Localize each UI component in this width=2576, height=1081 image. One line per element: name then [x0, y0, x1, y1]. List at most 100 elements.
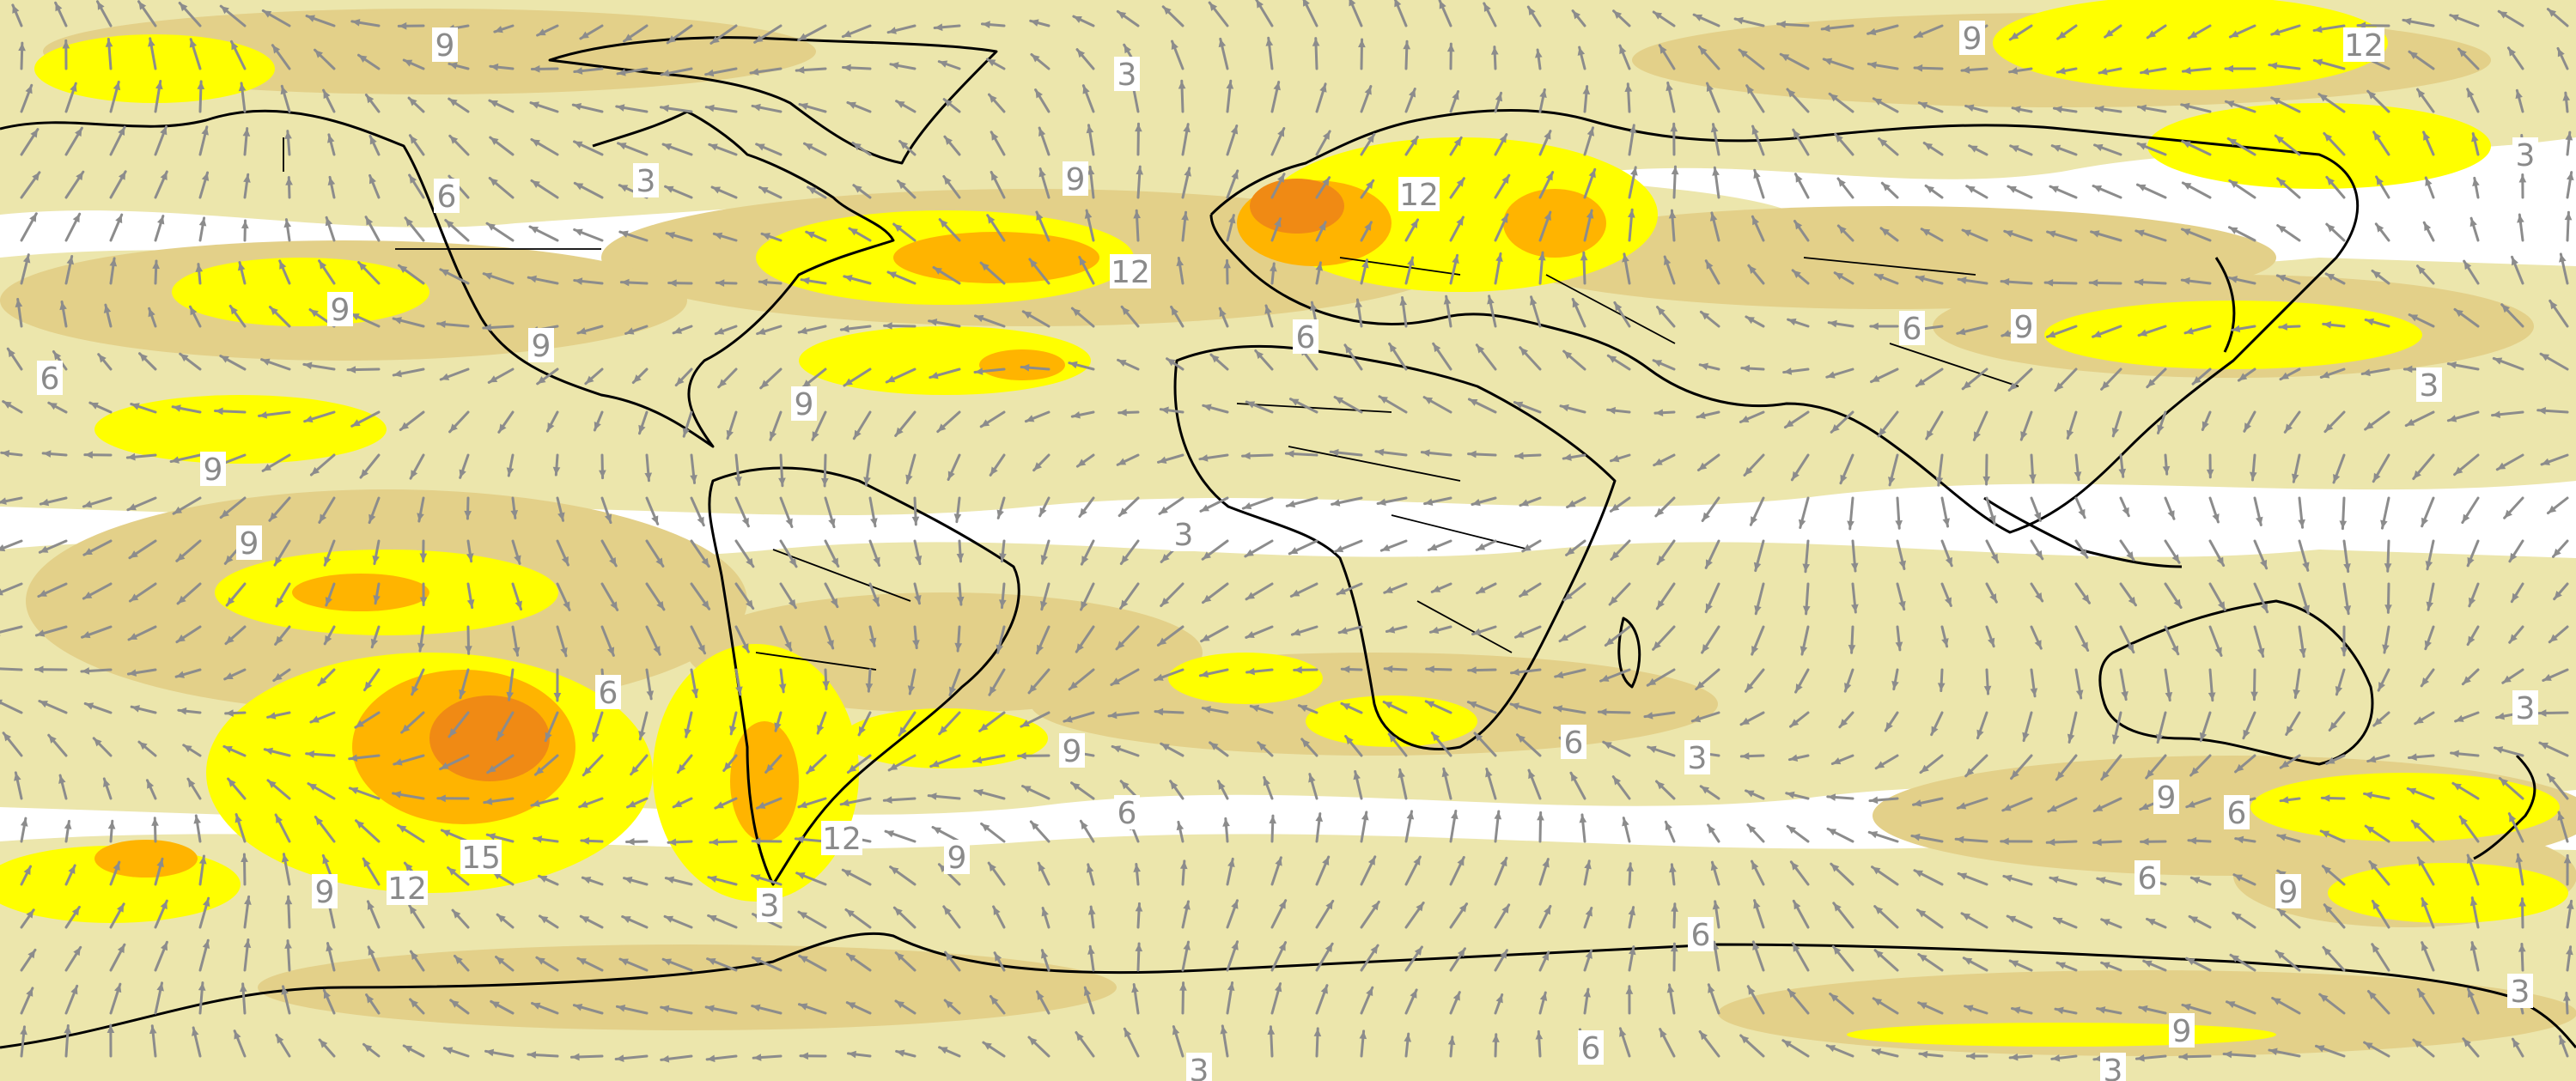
- wind-arrow: [1270, 127, 1286, 156]
- wind-arrow: [2322, 945, 2346, 972]
- contour-label-text: 3: [1190, 1054, 1209, 1081]
- wind-arrow: [1582, 85, 1591, 113]
- wind-arrow: [615, 1005, 649, 1015]
- wind-arrow: [103, 303, 113, 328]
- wind-arrow: [1836, 177, 1854, 199]
- wind-arrow: [448, 711, 470, 738]
- wind-arrow: [2006, 914, 2033, 929]
- contour-label: 3: [757, 888, 783, 924]
- wind-arrow: [1080, 539, 1095, 566]
- wind-arrow: [1030, 52, 1050, 70]
- wind-arrow: [107, 1023, 115, 1058]
- wind-arrow: [2228, 179, 2256, 199]
- wind-arrow: [1208, 1, 1229, 27]
- wind-arrow: [1618, 44, 1631, 70]
- wind-arrow: [841, 868, 872, 886]
- wind-arrow: [1710, 123, 1720, 156]
- wind-arrow: [1647, 745, 1676, 757]
- wind-arrow: [2136, 142, 2167, 156]
- wind-arrow: [600, 582, 619, 611]
- wind-arrow: [1826, 793, 1854, 801]
- wind-arrow: [1653, 409, 1676, 417]
- wind-arrow: [261, 9, 291, 27]
- wind-arrow: [2229, 953, 2256, 972]
- wind-arrow: [795, 66, 827, 74]
- wind-arrow: [1340, 665, 1363, 673]
- wind-arrow: [1538, 210, 1552, 242]
- wind-arrow: [2566, 171, 2574, 199]
- wind-arrow: [1265, 36, 1274, 70]
- wind-arrow: [1888, 453, 1899, 487]
- wind-arrow: [1558, 625, 1586, 643]
- contour-label: 9: [2169, 1013, 2195, 1049]
- wind-arrow: [1707, 823, 1720, 843]
- wind-arrow: [224, 709, 247, 717]
- wind-arrow: [1964, 754, 1988, 778]
- wind-arrow: [1583, 949, 1593, 972]
- wind-arrow: [1315, 899, 1335, 929]
- new-zealand-coast: [2473, 754, 2536, 860]
- wind-arrow: [1610, 539, 1631, 562]
- wind-arrow: [258, 410, 291, 419]
- wind-arrow: [1494, 173, 1511, 199]
- wind-arrow: [137, 0, 157, 27]
- wind-arrow: [751, 956, 783, 972]
- wind-arrow: [1733, 16, 1765, 27]
- wind-arrow: [1961, 228, 1988, 242]
- wind-arrow: [1297, 704, 1318, 714]
- wind-arrow: [1827, 319, 1854, 328]
- wind-arrow: [2556, 46, 2569, 70]
- wind-arrow: [690, 668, 699, 699]
- wind-arrow: [987, 93, 1006, 113]
- wind-arrow: [1744, 668, 1765, 693]
- wind-arrow: [1038, 167, 1050, 199]
- wind-arrow: [399, 410, 425, 432]
- wind-arrow: [151, 817, 159, 843]
- wind-arrow: [2422, 131, 2435, 156]
- wind-arrow: [1494, 856, 1508, 886]
- wind-arrow: [318, 496, 336, 524]
- wind-arrow: [1608, 582, 1631, 606]
- contour-label-text: 9: [240, 526, 259, 562]
- wind-arrow: [402, 58, 425, 70]
- wind-arrow: [1822, 58, 1854, 70]
- wind-arrow: [1913, 24, 1944, 39]
- wind-arrow: [484, 1048, 515, 1058]
- wind-arrow: [20, 908, 35, 929]
- wind-arrow: [2092, 838, 2122, 847]
- wind-arrow: [2422, 221, 2435, 242]
- wind-arrow: [506, 453, 515, 477]
- wind-arrow: [2366, 89, 2390, 113]
- wind-arrow: [272, 668, 291, 683]
- wind-arrow: [2563, 853, 2572, 886]
- wind-arrow: [1709, 211, 1720, 242]
- wind-arrow: [1223, 258, 1232, 285]
- wind-arrow: [1119, 539, 1140, 566]
- wind-arrow: [2030, 625, 2043, 650]
- wind-arrow: [717, 367, 738, 389]
- wind-arrow: [1519, 496, 1542, 507]
- wind-arrow: [1449, 177, 1465, 199]
- wind-arrow: [797, 24, 827, 42]
- contour-label: 6: [1578, 1030, 1604, 1066]
- wind-arrow: [1652, 625, 1676, 651]
- contour-label-text: 3: [2511, 975, 2530, 1010]
- contour-label: 9: [236, 525, 262, 562]
- wind-arrow: [1802, 539, 1811, 574]
- wind-arrow: [1787, 754, 1810, 762]
- wind-arrow: [1583, 126, 1595, 156]
- wind-arrow: [1379, 539, 1408, 552]
- wind-arrow: [2515, 853, 2524, 886]
- wind-arrow: [797, 325, 827, 335]
- wind-arrow: [1794, 668, 1810, 694]
- wind-arrow: [933, 23, 961, 32]
- wind-arrow: [1424, 700, 1452, 714]
- wind-arrow: [1490, 46, 1499, 70]
- wind-arrow: [2074, 453, 2082, 482]
- wind-arrow: [2410, 819, 2435, 843]
- wind-arrow: [1063, 711, 1095, 723]
- contour-label: 9: [1959, 21, 1985, 57]
- wind-arrow: [579, 914, 604, 929]
- wind-arrow: [1374, 448, 1408, 457]
- wind-arrow: [1740, 364, 1765, 373]
